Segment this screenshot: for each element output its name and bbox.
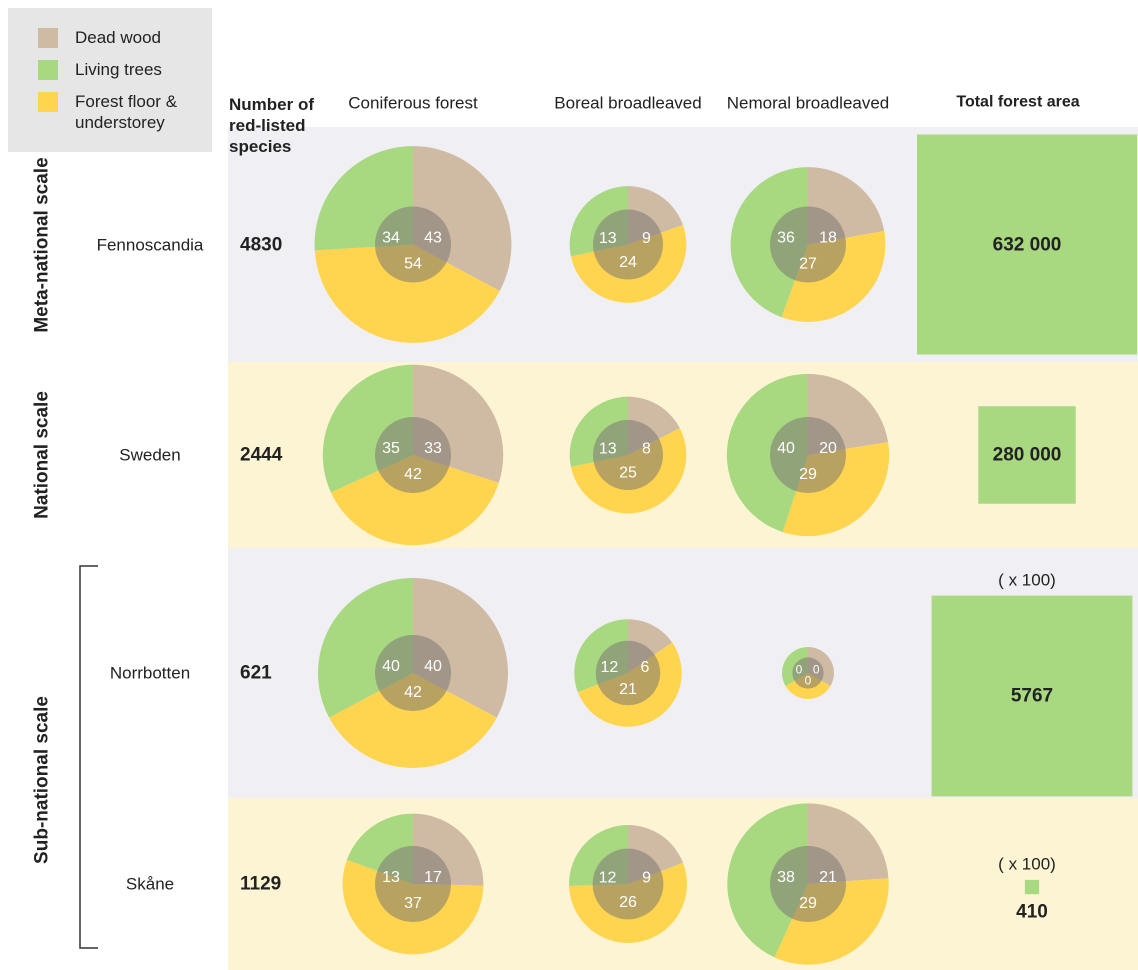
- pie-value: 12: [599, 870, 617, 887]
- species-count: 4830: [240, 234, 283, 255]
- pie-value: 6: [641, 659, 650, 676]
- pie-value: 37: [404, 895, 422, 912]
- pie-value: 8: [642, 441, 651, 458]
- pie-slice: [726, 373, 808, 533]
- pie-value: 20: [819, 440, 837, 457]
- area-label: 5767: [1010, 685, 1054, 707]
- pie-value: 18: [819, 230, 837, 247]
- pie-slice: [314, 244, 500, 343]
- pie-value: 24: [619, 254, 637, 271]
- pie-value: 35: [382, 440, 400, 457]
- region-label: Fennoscandia: [96, 235, 204, 254]
- scale-label: National scale: [31, 391, 53, 519]
- pie-value: 40: [777, 440, 795, 457]
- area-multiplier: ( x 100): [998, 570, 1056, 590]
- area-square: [978, 406, 1076, 504]
- pie-slice: [727, 803, 808, 958]
- pie-value: 0: [805, 673, 812, 687]
- pie-center: [375, 206, 451, 283]
- species-count: 1129: [240, 873, 282, 895]
- column-header: Boreal broadleaved: [554, 93, 702, 113]
- scale-label: Meta-national scale: [31, 156, 53, 333]
- region-label: Sweden: [119, 445, 181, 465]
- legend-swatch: [38, 92, 58, 112]
- bracket: [79, 565, 98, 949]
- pie-slice: [329, 673, 497, 768]
- pie-value: 27: [799, 256, 817, 273]
- legend-label: Dead wood: [75, 28, 162, 47]
- pie-value: 29: [799, 895, 817, 912]
- pie-center: [770, 846, 846, 922]
- pie-value: 13: [599, 230, 617, 247]
- pie-value: 13: [599, 441, 617, 458]
- area-square: [931, 595, 1133, 797]
- legend-label: Living trees: [75, 60, 162, 79]
- pie-value: 9: [642, 230, 651, 247]
- species-count: 621: [240, 662, 272, 684]
- pie-value: 9: [642, 870, 651, 887]
- pie-center: [593, 209, 663, 280]
- pie-slice: [730, 167, 808, 318]
- area-label: 280 000: [992, 444, 1062, 466]
- scale-label: Sub-national scale: [31, 696, 53, 864]
- region-label: Skåne: [125, 874, 175, 894]
- pie-value: 26: [619, 894, 637, 911]
- area-label: 410: [1016, 901, 1048, 923]
- pie-slice: [330, 455, 499, 546]
- pie-value: 33: [424, 440, 442, 457]
- column-header: Nemoral broadleaved: [726, 93, 890, 113]
- pie-center: [375, 635, 451, 711]
- pie-value: 42: [404, 684, 422, 701]
- area-square: [1024, 879, 1040, 895]
- pie-center: [592, 848, 664, 920]
- pie-value: 0: [796, 663, 803, 677]
- region-label: Norrbotten: [109, 663, 191, 683]
- pie-value: 12: [600, 659, 618, 676]
- species-count: 2444: [240, 444, 283, 466]
- column-header: Coniferous forest: [348, 93, 478, 113]
- pie-value: 21: [819, 869, 837, 886]
- total-header: Total forest area: [956, 93, 1080, 111]
- pie-value: 40: [382, 658, 400, 675]
- species-header: Number of red-listed species: [229, 95, 314, 156]
- pie-center: [593, 420, 663, 490]
- pie-center: [595, 640, 661, 706]
- pie-center: [792, 657, 824, 689]
- pie-center: [770, 206, 846, 283]
- area-multiplier: ( x 100): [998, 854, 1056, 874]
- area-label: 632 000: [992, 234, 1062, 255]
- pie-value: 43: [424, 230, 442, 247]
- pie-value: 21: [619, 681, 637, 698]
- pie-value: 40: [424, 658, 442, 675]
- legend-swatch: [38, 60, 58, 80]
- pie-center: [375, 417, 451, 493]
- legend-swatch: [38, 28, 58, 48]
- pie-center: [770, 417, 846, 493]
- pie-center: [375, 846, 451, 922]
- area-square: [917, 134, 1137, 355]
- pie-value: 54: [404, 256, 422, 273]
- pie-value: 42: [404, 466, 422, 483]
- pie-value: 17: [424, 869, 442, 886]
- pie-value: 34: [382, 230, 400, 247]
- pie-value: 38: [777, 869, 795, 886]
- pie-value: 36: [777, 230, 795, 247]
- legend-label: Forest floor & understorey: [75, 92, 178, 132]
- pie-value: 0: [813, 663, 820, 677]
- pie-value: 25: [619, 465, 637, 482]
- pie-value: 29: [799, 466, 817, 483]
- pie-value: 13: [382, 869, 400, 886]
